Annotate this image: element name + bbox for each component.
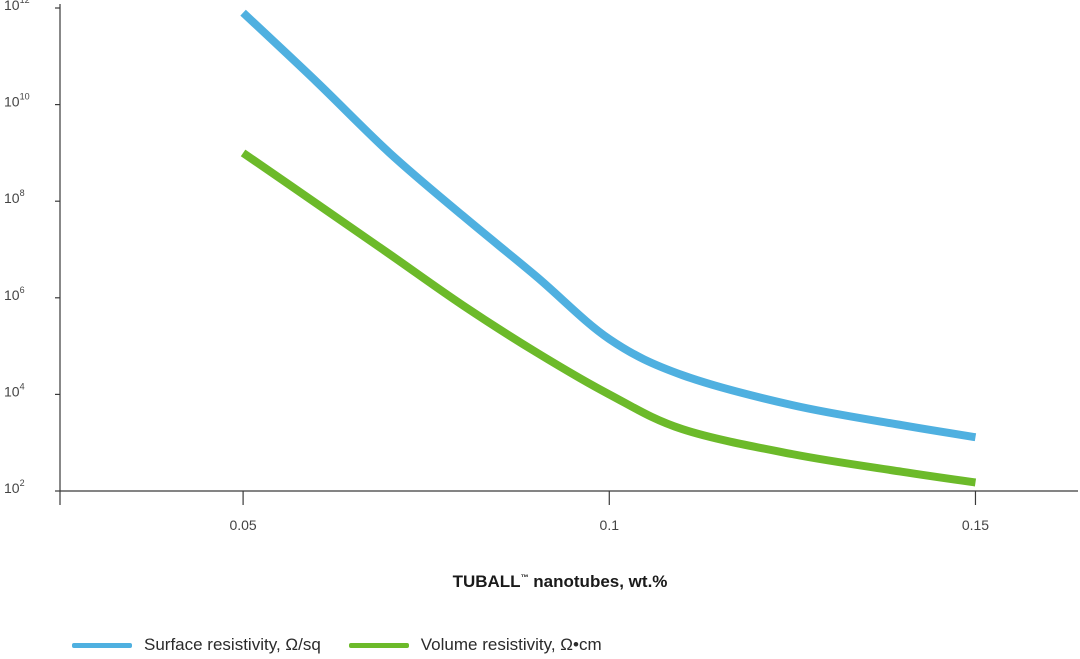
legend-label-surface: Surface resistivity, Ω/sq	[144, 635, 321, 654]
legend-label-volume: Volume resistivity, Ω•cm	[420, 635, 602, 654]
series-layer	[240, 9, 977, 487]
x-axis-title-main: TUBALL	[453, 572, 521, 591]
legend-swatch-surface	[72, 642, 132, 648]
y-tick-label: 106	[4, 285, 25, 303]
tick-labels: 1012 1010 108 106 104 102 0.05 0.1 0.15	[4, 0, 989, 533]
axes	[55, 4, 1078, 505]
legend: Surface resistivity, Ω/sq Volume resisti…	[72, 632, 602, 658]
y-tick-label: 1012	[4, 0, 30, 13]
series-line-surface-resistivity	[240, 9, 977, 442]
legend-item-surface: Surface resistivity, Ω/sq	[72, 635, 321, 655]
y-tick-label: 102	[4, 478, 25, 496]
series-line-volume-resistivity	[240, 149, 977, 487]
y-tick-label: 108	[4, 188, 25, 206]
x-tick-label: 0.05	[229, 517, 256, 533]
x-tick-label: 0.15	[962, 517, 989, 533]
x-axis-title-trademark: ™	[521, 573, 529, 582]
y-tick-label: 1010	[4, 92, 30, 110]
legend-swatch-volume	[348, 642, 409, 648]
x-axis-title: TUBALL™ nanotubes, wt.%	[453, 572, 668, 591]
y-tick-label: 104	[4, 381, 25, 399]
x-tick-label: 0.1	[600, 517, 620, 533]
x-axis-title-suffix: nanotubes, wt.%	[529, 572, 668, 591]
legend-item-volume: Volume resistivity, Ω•cm	[348, 635, 602, 655]
